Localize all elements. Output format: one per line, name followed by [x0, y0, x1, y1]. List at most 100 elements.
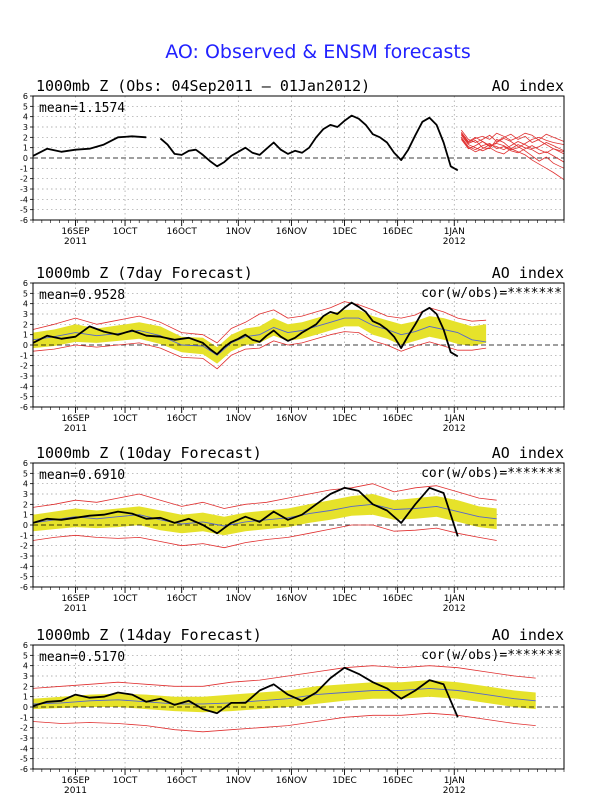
panel-right-label: AO index [492, 626, 564, 644]
ensemble-member-8-line [460, 131, 565, 151]
y-tick-label: -4 [20, 382, 28, 391]
series-member-upper-line [32, 301, 487, 344]
series-ensemble-mean-line [32, 317, 487, 356]
ensemble-member-5-line [460, 132, 565, 153]
y-tick-label: 0 [23, 703, 28, 712]
y-tick-label: -6 [20, 403, 28, 412]
y-tick-label: -3 [20, 552, 28, 561]
panel-title: 1000mb Z (14day Forecast) [36, 626, 262, 644]
y-tick-label: 2 [23, 682, 28, 691]
x-tick-label: 16DEC [382, 776, 412, 786]
ensemble-member-6-line [460, 138, 565, 153]
x-tick-label: 16NOV [276, 227, 308, 237]
panel-2: 1000mb Z (7day Forecast) AO index -6-5 -4-3… [20, 264, 565, 434]
correlation-annotation: cor(w/obs)=******* [421, 648, 562, 663]
series-observed-line [32, 666, 459, 718]
correlation-annotation: cor(w/obs)=******* [421, 286, 562, 301]
x-tick-label: 1NOV [226, 594, 252, 604]
x-tick-label: 16OCT [167, 227, 198, 237]
y-tick-label: -1 [20, 164, 28, 173]
spread-band [33, 309, 487, 364]
panel-right-label: AO index [492, 77, 564, 95]
mean-annotation: mean=0.5170 [39, 650, 125, 665]
series-ensemble-mean-line [32, 687, 536, 705]
y-tick-label: -2 [20, 362, 28, 371]
y-tick-label: 6 [23, 459, 28, 468]
y-tick-label: -3 [20, 372, 28, 381]
y-tick-label: -6 [20, 583, 28, 592]
x-tick-label: 1NOV [226, 776, 252, 786]
y-tick-label: 4 [23, 113, 28, 122]
mean-annotation: mean=0.9528 [39, 288, 125, 303]
x-tick-label: 1NOV [226, 227, 252, 237]
y-tick-label: 3 [23, 310, 28, 319]
y-tick-label: 5 [23, 289, 28, 298]
x-tick-label: 1JAN [444, 594, 465, 604]
y-tick-label: 0 [23, 341, 28, 350]
y-tick-label: 3 [23, 672, 28, 681]
x-tick-label: 16NOV [276, 594, 308, 604]
x-tick-year: 2012 [443, 786, 466, 796]
x-tick-year: 2012 [443, 237, 466, 247]
panel-right-label: AO index [492, 444, 564, 462]
y-tick-label: 6 [23, 279, 28, 288]
x-tick-year: 2012 [443, 604, 466, 614]
y-tick-label: -3 [20, 185, 28, 194]
x-tick-label: 1JAN [444, 414, 465, 424]
series-observed-line [32, 114, 459, 172]
panel-title: 1000mb Z (7day Forecast) [36, 264, 253, 282]
x-tick-label: 16DEC [382, 414, 412, 424]
x-tick-label: 1DEC [332, 594, 357, 604]
x-tick-year: 2012 [443, 424, 466, 434]
x-tick-label: 16OCT [167, 414, 198, 424]
x-tick-label: 1DEC [332, 227, 357, 237]
x-tick-label: 1OCT [113, 776, 138, 786]
y-tick-label: 6 [23, 92, 28, 101]
y-tick-label: 4 [23, 662, 28, 671]
series-member-upper-line [32, 665, 536, 689]
ensemble-member-7-line [460, 135, 565, 181]
y-tick-label: -5 [20, 573, 28, 582]
y-tick-label: 2 [23, 500, 28, 509]
x-tick-label: 16SEP [61, 227, 90, 237]
y-tick-label: 2 [23, 320, 28, 329]
x-tick-year: 2011 [64, 424, 87, 434]
y-tick-label: 5 [23, 102, 28, 111]
y-tick-label: -4 [20, 562, 28, 571]
x-tick-label: 16NOV [276, 414, 308, 424]
y-tick-label: 3 [23, 123, 28, 132]
series-observed-line [32, 301, 459, 358]
series-member-lower-line [32, 524, 497, 549]
x-tick-year: 2011 [64, 786, 87, 796]
y-tick-label: -2 [20, 542, 28, 551]
y-tick-label: 1 [23, 693, 28, 702]
x-tick-label: 16SEP [61, 594, 90, 604]
y-tick-label: -4 [20, 744, 28, 753]
y-tick-label: -6 [20, 765, 28, 774]
x-tick-label: 1OCT [113, 227, 138, 237]
y-tick-label: 1 [23, 331, 28, 340]
x-tick-year: 2011 [64, 237, 87, 247]
series-member-lower-line [32, 331, 487, 370]
panel-right-label: AO index [492, 264, 564, 282]
y-tick-label: 3 [23, 490, 28, 499]
series-member-upper-line [32, 483, 497, 509]
x-tick-label: 16SEP [61, 776, 90, 786]
x-tick-label: 16OCT [167, 594, 198, 604]
y-tick-label: 5 [23, 469, 28, 478]
y-tick-label: 0 [23, 521, 28, 530]
y-tick-label: -1 [20, 531, 28, 540]
y-tick-label: -5 [20, 755, 28, 764]
y-tick-label: 1 [23, 511, 28, 520]
y-tick-label: -3 [20, 734, 28, 743]
y-tick-label: 5 [23, 651, 28, 660]
x-tick-label: 1JAN [444, 227, 465, 237]
spread-band [33, 680, 536, 713]
x-tick-label: 1DEC [332, 414, 357, 424]
y-tick-label: -1 [20, 351, 28, 360]
y-tick-label: -2 [20, 175, 28, 184]
mean-annotation: mean=1.1574 [39, 101, 125, 116]
ensemble-member-2-line [460, 129, 565, 143]
